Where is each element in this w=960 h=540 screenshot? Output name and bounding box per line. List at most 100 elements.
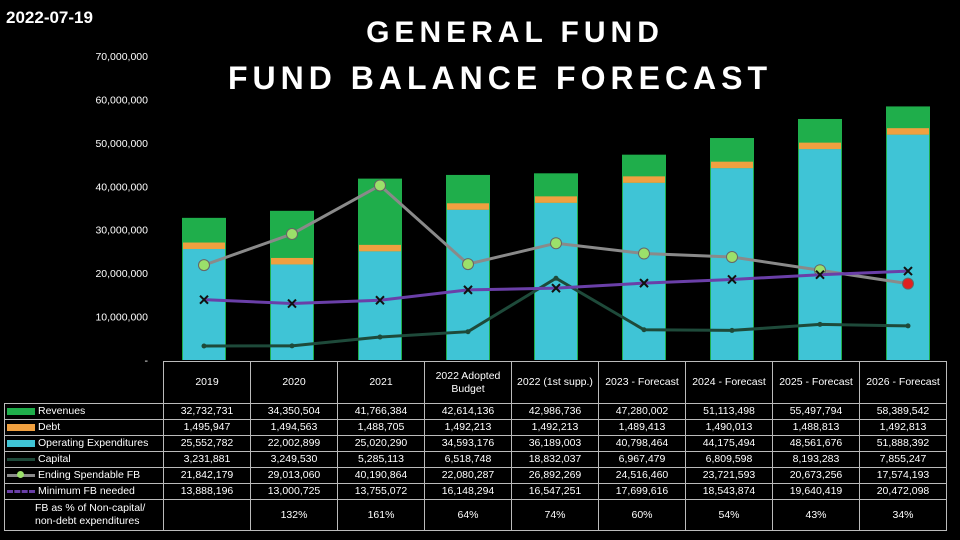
bar-debt bbox=[623, 176, 665, 183]
point-min-fb bbox=[903, 266, 913, 276]
bar-debt bbox=[183, 242, 225, 250]
point-ending-fb bbox=[726, 250, 738, 263]
legend-marker bbox=[17, 470, 24, 478]
bar-operating-expenditures bbox=[447, 209, 489, 360]
table-corner bbox=[5, 362, 164, 404]
table-cell: 18,543,874 bbox=[685, 483, 773, 500]
bar-debt bbox=[799, 142, 841, 150]
legend-swatch bbox=[7, 407, 35, 415]
table-cell: 58,389,542 bbox=[859, 403, 947, 420]
table-cell: 1,488,813 bbox=[772, 419, 860, 436]
table-cell: 34,593,176 bbox=[424, 435, 512, 452]
table-cell: 13,000,725 bbox=[250, 483, 338, 500]
table-cell: 19,640,419 bbox=[772, 483, 860, 500]
table-row: Debt 1,495,947 1,494,563 1,488,705 1,492,213… bbox=[4, 419, 947, 436]
column-header: 2026 - Forecast bbox=[859, 361, 947, 404]
table-cell: 6,809,598 bbox=[685, 451, 773, 468]
table-cell: 47,280,002 bbox=[598, 403, 686, 420]
bar-operating-expenditures bbox=[887, 134, 929, 360]
table-cell: 1,489,413 bbox=[598, 419, 686, 436]
table-row: Revenues 32,732,731 34,350,504 41,766,384 42… bbox=[4, 403, 947, 420]
point-ending-fb bbox=[374, 179, 386, 192]
point-ending-fb bbox=[286, 228, 298, 241]
table-cell: 25,020,290 bbox=[337, 435, 425, 452]
table-cell: 16,547,251 bbox=[511, 483, 599, 500]
column-header: 2024 - Forecast bbox=[685, 361, 773, 404]
y-tick-label: 70,000,000 bbox=[95, 51, 148, 63]
chart-plot: - 10,000,000 20,000,000 30,000,000 40,000,00… bbox=[95, 51, 930, 362]
point-ending-fb bbox=[550, 237, 562, 250]
y-tick-label: 30,000,000 bbox=[95, 225, 148, 237]
table-cell bbox=[163, 499, 251, 531]
table-cell: 48,561,676 bbox=[772, 435, 860, 452]
point-capital bbox=[553, 275, 559, 281]
point-ending-fb bbox=[638, 247, 650, 260]
legend-label: Minimum FB needed bbox=[38, 485, 135, 497]
table-cell: 23,721,593 bbox=[685, 467, 773, 484]
point-min-fb bbox=[551, 283, 561, 293]
point-min-fb bbox=[463, 285, 473, 295]
column-header: 2022 Adopted Budget bbox=[424, 361, 512, 404]
table-cell: 54% bbox=[685, 499, 773, 531]
point-capital bbox=[641, 327, 647, 333]
table-row: Capital 3,231,881 3,249,530 5,285,113 6,518,… bbox=[4, 451, 947, 468]
table-cell: 44,175,494 bbox=[685, 435, 773, 452]
table-cell: 29,013,060 bbox=[250, 467, 338, 484]
table-cell: 22,080,287 bbox=[424, 467, 512, 484]
table-cell: 36,189,003 bbox=[511, 435, 599, 452]
point-min-fb bbox=[639, 278, 649, 288]
legend-label: Revenues bbox=[38, 405, 86, 417]
bar-debt bbox=[887, 128, 929, 135]
column-header: 2019 bbox=[163, 361, 251, 404]
chart-title-line1: GENERAL FUND bbox=[366, 16, 664, 49]
point-capital bbox=[729, 327, 735, 333]
legend-entry: Operating Expenditures bbox=[4, 435, 164, 452]
bar-operating-expenditures bbox=[359, 251, 401, 360]
point-ending-fb bbox=[902, 277, 914, 290]
legend-swatch bbox=[7, 423, 35, 431]
point-min-fb bbox=[815, 269, 825, 280]
table-cell: 40,190,864 bbox=[337, 467, 425, 484]
table-cell: 17,574,193 bbox=[859, 467, 947, 484]
column-header: 2021 bbox=[337, 361, 425, 404]
table-row: Minimum FB needed 13,888,196 13,000,725 13,… bbox=[4, 483, 947, 500]
table-cell: 51,888,392 bbox=[859, 435, 947, 452]
table-row-pct: FB as % of Non-capital/ non-debt expendi… bbox=[4, 499, 947, 531]
table-cell: 64% bbox=[424, 499, 512, 531]
legend-label: Operating Expenditures bbox=[38, 437, 149, 449]
legend-entry: Capital bbox=[4, 451, 164, 468]
table-cell: 55,497,794 bbox=[772, 403, 860, 420]
column-header: 2025 - Forecast bbox=[772, 361, 860, 404]
legend-entry: Revenues bbox=[4, 403, 164, 420]
bar-debt bbox=[711, 161, 753, 169]
bar-debt bbox=[359, 244, 401, 252]
table-cell: 1,490,013 bbox=[685, 419, 773, 436]
table-cell: 1,492,813 bbox=[859, 419, 947, 436]
table-cell: 13,755,072 bbox=[337, 483, 425, 500]
table-cell: 1,492,213 bbox=[511, 419, 599, 436]
legend-label: Debt bbox=[38, 421, 61, 433]
bar-debt bbox=[535, 196, 577, 203]
legend-label: Ending Spendable FB bbox=[38, 469, 141, 481]
table-cell: 1,495,947 bbox=[163, 419, 251, 436]
legend-entry: Minimum FB needed bbox=[4, 483, 164, 500]
column-header: 2020 bbox=[250, 361, 338, 404]
column-header: 2022 (1st supp.) bbox=[511, 361, 599, 404]
chart-title-line2: FUND BALANCE FORECAST bbox=[227, 60, 773, 96]
row-label: FB as % of Non-capital/ non-debt expendi… bbox=[4, 499, 164, 531]
table-cell: 74% bbox=[511, 499, 599, 531]
y-tick-label: 40,000,000 bbox=[95, 181, 148, 193]
table-cell: 41,766,384 bbox=[337, 403, 425, 420]
table-cell: 20,472,098 bbox=[859, 483, 947, 500]
table-cell: 20,673,256 bbox=[772, 467, 860, 484]
legend-swatch bbox=[7, 457, 35, 461]
table-row: Ending Spendable FB 21,842,179 29,013,060 4… bbox=[4, 467, 947, 484]
point-min-fb bbox=[727, 274, 737, 285]
y-tick-label: 60,000,000 bbox=[95, 94, 148, 106]
table-cell: 18,832,037 bbox=[511, 451, 599, 468]
point-ending-fb bbox=[198, 259, 210, 272]
bar-operating-expenditures bbox=[623, 182, 665, 360]
column-header: 2023 - Forecast bbox=[598, 361, 686, 404]
table-cell: 40,798,464 bbox=[598, 435, 686, 452]
point-min-fb bbox=[375, 295, 385, 305]
